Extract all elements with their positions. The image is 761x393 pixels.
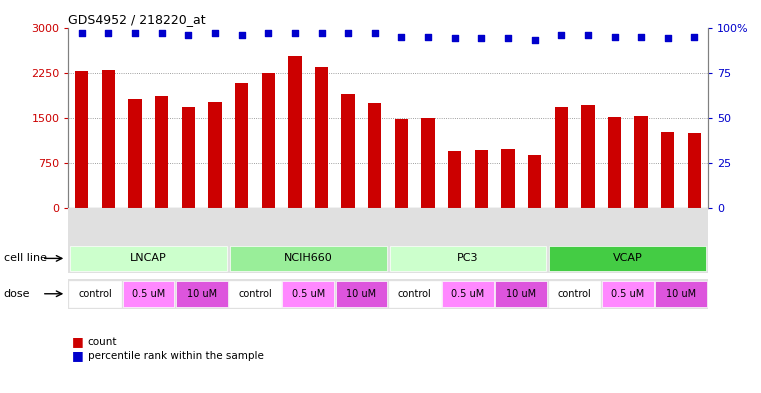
Point: [182, 31, 194, 38]
Text: 0.5 uM: 0.5 uM: [291, 289, 325, 299]
Text: 0.5 uM: 0.5 uM: [451, 289, 485, 299]
Bar: [182, 107, 195, 208]
Bar: [528, 155, 541, 208]
Text: 10 uM: 10 uM: [186, 289, 217, 299]
Text: VCAP: VCAP: [613, 253, 643, 263]
Bar: [288, 57, 301, 208]
Text: control: control: [398, 289, 431, 299]
Bar: [262, 73, 275, 208]
Point: [342, 30, 354, 36]
Bar: [102, 70, 115, 208]
Text: control: control: [558, 289, 591, 299]
Point: [262, 30, 274, 36]
Bar: [475, 151, 488, 208]
Bar: [342, 94, 355, 208]
Point: [129, 30, 142, 36]
Point: [608, 33, 620, 40]
Text: control: control: [78, 289, 112, 299]
Text: 0.5 uM: 0.5 uM: [611, 289, 645, 299]
Text: GDS4952 / 218220_at: GDS4952 / 218220_at: [68, 13, 206, 26]
Bar: [688, 133, 701, 208]
Point: [315, 30, 327, 36]
Bar: [155, 95, 168, 208]
Point: [475, 35, 487, 42]
Point: [555, 31, 567, 38]
Bar: [315, 67, 328, 208]
Text: LNCAP: LNCAP: [130, 253, 167, 263]
Bar: [608, 117, 621, 208]
Bar: [235, 83, 248, 208]
Point: [635, 33, 647, 40]
Point: [396, 33, 408, 40]
Text: 0.5 uM: 0.5 uM: [132, 289, 165, 299]
Point: [501, 35, 514, 42]
Point: [235, 31, 247, 38]
Text: control: control: [238, 289, 272, 299]
Bar: [448, 151, 461, 208]
Point: [448, 35, 460, 42]
Bar: [501, 149, 514, 208]
Bar: [555, 107, 568, 208]
Text: 10 uM: 10 uM: [506, 289, 537, 299]
Text: dose: dose: [4, 289, 30, 299]
Point: [528, 37, 540, 43]
Bar: [368, 103, 381, 208]
Bar: [581, 105, 594, 208]
Point: [581, 31, 594, 38]
Point: [75, 30, 88, 36]
Point: [288, 30, 301, 36]
Text: count: count: [88, 337, 117, 347]
Bar: [209, 102, 221, 208]
Text: cell line: cell line: [4, 253, 47, 263]
Text: 10 uM: 10 uM: [666, 289, 696, 299]
Bar: [422, 118, 435, 208]
Bar: [129, 99, 142, 208]
Point: [368, 30, 380, 36]
Bar: [395, 119, 408, 208]
Point: [102, 30, 114, 36]
Point: [155, 30, 167, 36]
Text: 10 uM: 10 uM: [346, 289, 377, 299]
Text: NCIH660: NCIH660: [284, 253, 333, 263]
Text: ■: ■: [72, 335, 84, 349]
Bar: [635, 116, 648, 208]
Bar: [75, 71, 88, 208]
Text: ■: ■: [72, 349, 84, 362]
Point: [422, 33, 434, 40]
Point: [209, 30, 221, 36]
Text: percentile rank within the sample: percentile rank within the sample: [88, 351, 263, 361]
Text: PC3: PC3: [457, 253, 479, 263]
Point: [688, 33, 700, 40]
Point: [661, 35, 674, 42]
Bar: [661, 132, 674, 208]
